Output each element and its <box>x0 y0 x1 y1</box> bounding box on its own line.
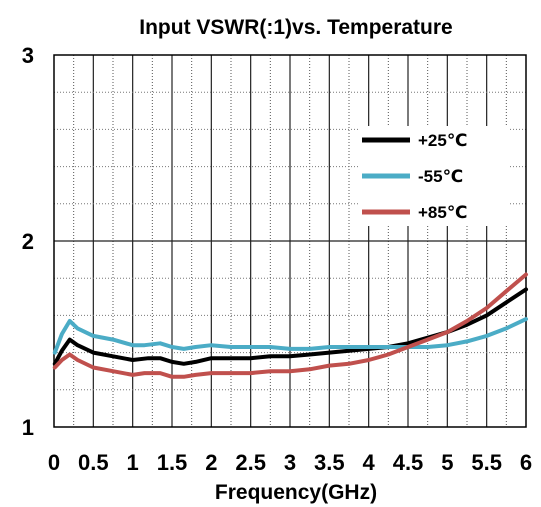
series-line-1 <box>52 317 528 355</box>
tick-labels: 0 0.5 1 1.5 2 2.5 3 3.5 4 4.5 5 5.5 6 1 2 3 <box>22 43 532 475</box>
grid <box>53 54 527 428</box>
chart-title: Input VSWR(:1)vs. Temperature <box>139 16 452 39</box>
x-tick-label: 1 <box>127 450 139 475</box>
x-tick-label: 4.5 <box>393 450 424 475</box>
x-tick-label: 2 <box>205 450 217 475</box>
x-tick-label: 3.5 <box>314 450 345 475</box>
y-tick-label: 3 <box>22 43 34 68</box>
x-tick-label: 0 <box>48 450 60 475</box>
y-tick-label: 1 <box>22 415 34 440</box>
x-tick-label: 4 <box>363 450 376 475</box>
legend-entry-0: +25℃ <box>418 131 467 150</box>
x-tick-label: 3 <box>284 450 296 475</box>
x-tick-label: 0.5 <box>78 450 109 475</box>
legend: +25℃ -55℃ +85℃ <box>358 126 510 226</box>
series-lines <box>52 272 528 379</box>
x-tick-label: 1.5 <box>157 450 188 475</box>
x-axis-label: Frequency(GHz) <box>215 481 377 504</box>
x-tick-label: 5.5 <box>471 450 502 475</box>
y-tick-label: 2 <box>22 229 34 254</box>
x-tick-label: 2.5 <box>235 450 266 475</box>
legend-entry-1: -55℃ <box>418 167 463 186</box>
series-line-2 <box>52 272 528 379</box>
x-tick-label: 5 <box>441 450 453 475</box>
plot-frame <box>53 54 527 428</box>
legend-entry-2: +85℃ <box>418 203 467 222</box>
x-tick-label: 6 <box>520 450 532 475</box>
